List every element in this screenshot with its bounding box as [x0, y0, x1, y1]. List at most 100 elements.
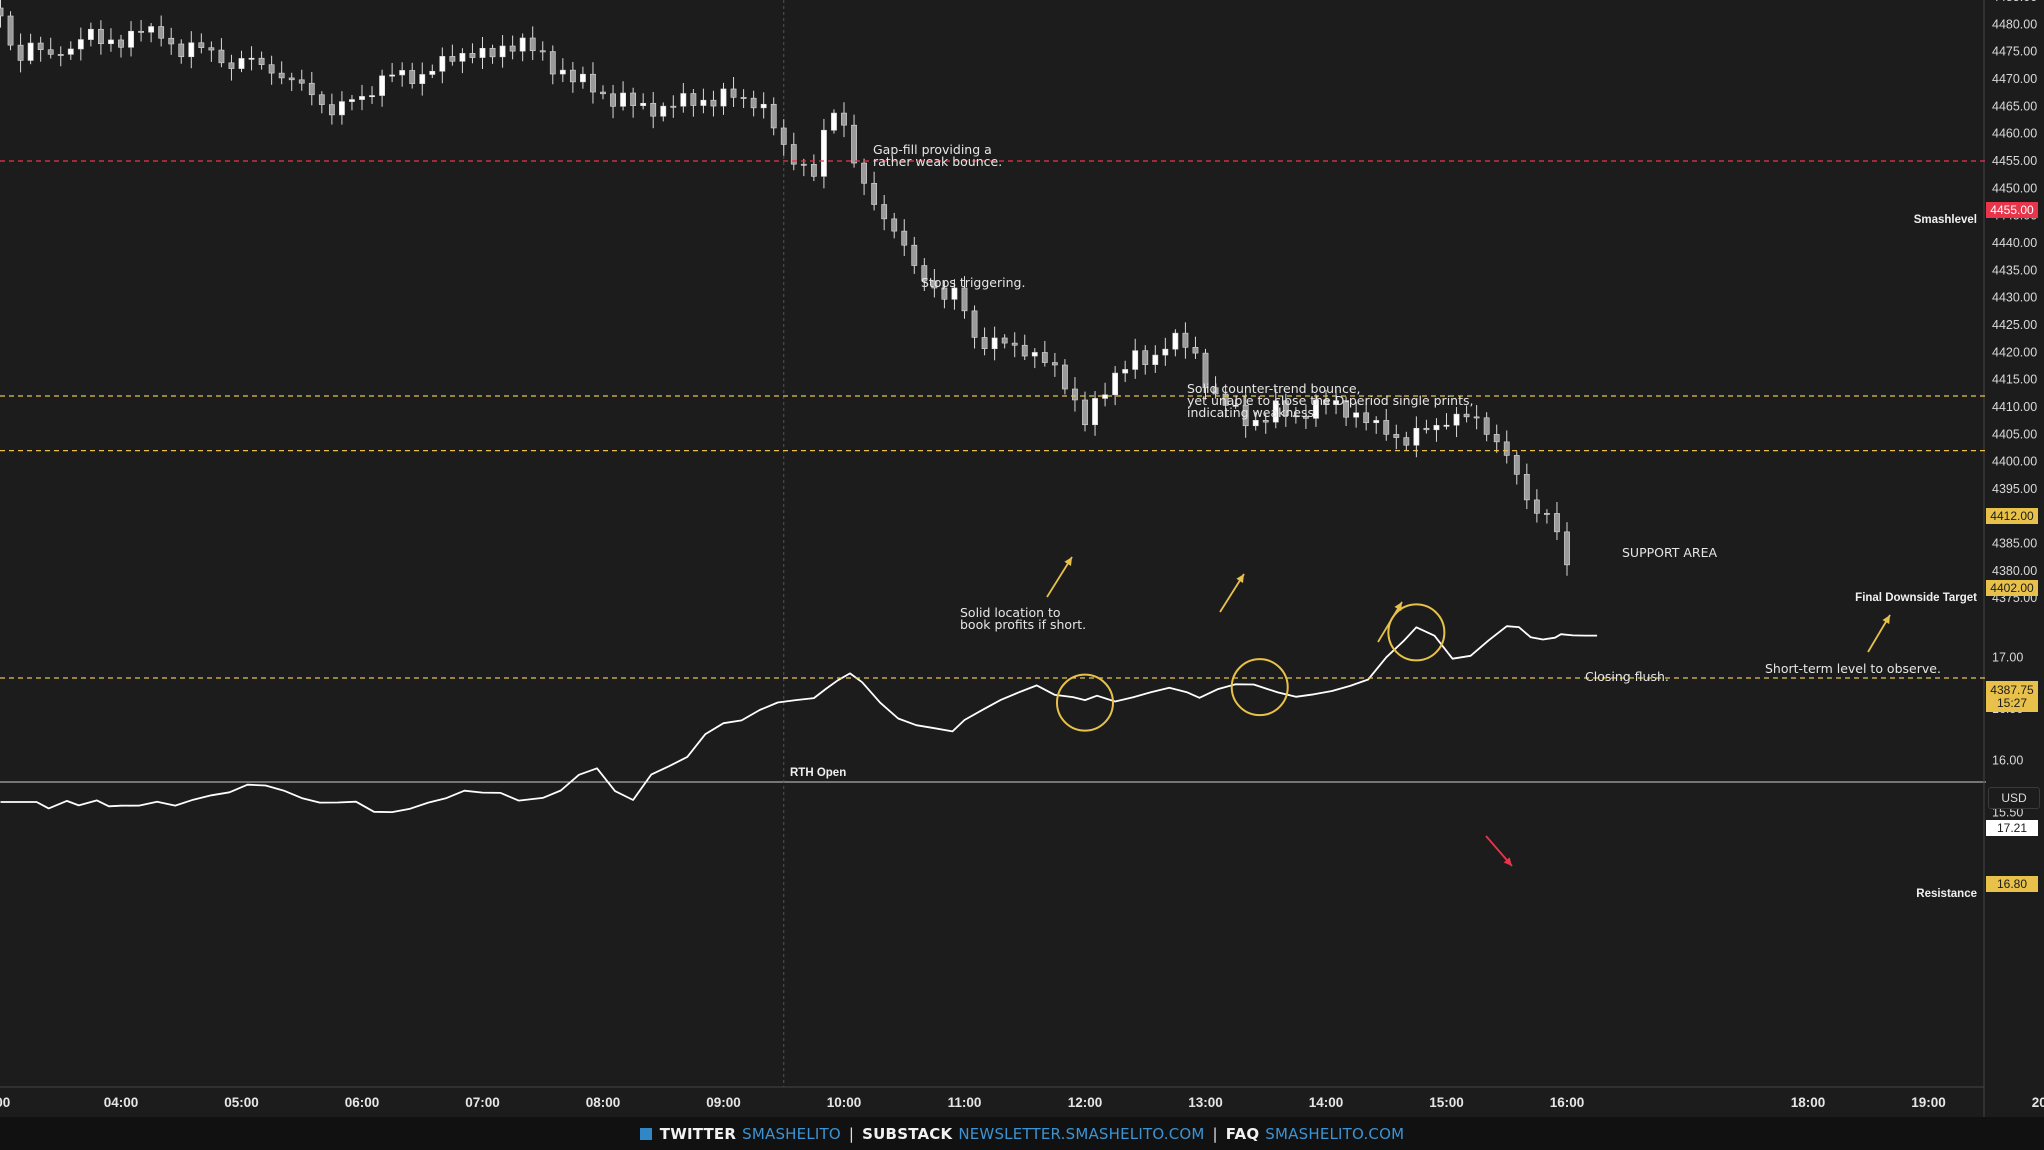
candle-down [1363, 412, 1370, 424]
candle-down [1383, 420, 1390, 435]
candle-up [379, 75, 385, 96]
candle-up [700, 99, 707, 106]
time-tick-label: 11:00 [948, 1095, 982, 1110]
candle-up [339, 101, 345, 116]
candle-down [1062, 364, 1068, 390]
candle-down [881, 204, 888, 220]
candle-down [1483, 417, 1490, 435]
candle-down [800, 163, 807, 166]
time-tick-label: 04:00 [104, 1095, 139, 1110]
candle-up [1102, 394, 1108, 399]
candle-up [1333, 400, 1339, 405]
candle-up [27, 42, 34, 61]
candle-up [559, 69, 566, 75]
candle-up [1152, 354, 1159, 365]
candle-down [1473, 416, 1480, 419]
candle-up [1433, 425, 1440, 431]
indicator-tick-label: 17.00 [1992, 650, 2023, 664]
candle-up [1031, 352, 1038, 357]
peak-circle [1230, 658, 1289, 717]
candle-down [1051, 362, 1058, 366]
candle-down [1323, 399, 1329, 405]
svg-text:4412.00: 4412.00 [1990, 509, 2034, 523]
candle-down [1403, 437, 1410, 446]
candle-down [1182, 332, 1189, 348]
candle-down [298, 79, 305, 84]
candle-down [730, 88, 737, 98]
candle-down [770, 103, 777, 129]
candle-down [1393, 434, 1400, 438]
price-tick-label: 4480.00 [1992, 17, 2037, 31]
candle-up [519, 37, 526, 52]
candle-down [1021, 344, 1028, 357]
candle-up [660, 105, 667, 117]
annotation-gap-fill-line1: Gap-fill providing a [873, 142, 992, 157]
time-tick-label: 14:00 [1309, 1095, 1344, 1110]
brand-square-icon [639, 1127, 652, 1140]
time-tick-label: 13:00 [1188, 1095, 1223, 1110]
arrow-up-1-head [1064, 557, 1072, 566]
candle-up [389, 74, 396, 77]
candle-up [128, 30, 134, 48]
badge-smashlevel: 4455.00 [1986, 202, 2038, 218]
time-tick-label: 16:00 [1550, 1095, 1585, 1110]
candle-down [630, 92, 637, 106]
candle-down [780, 127, 787, 145]
substack-link[interactable]: NEWSLETTER.SMASHELITO.COM [958, 1124, 1205, 1143]
time-tick-label: 18:00 [1791, 1095, 1826, 1110]
candle-down [981, 337, 988, 350]
annotation-gap-fill: Gap-fill providing a rather weak bounce. [873, 142, 1002, 169]
candle-up [680, 93, 687, 107]
price-tick-label: 4405.00 [1992, 427, 2037, 441]
candle-up [369, 95, 375, 98]
candle-down [529, 37, 536, 52]
candle-down [489, 47, 496, 58]
candle-up [720, 88, 727, 107]
candle-up [399, 70, 406, 76]
arrow-up-3-head [1394, 602, 1402, 611]
candle-down [158, 26, 165, 39]
candle-down [740, 97, 747, 99]
faq-link[interactable]: SMASHELITO.COM [1265, 1124, 1405, 1143]
annotation-stops: Stops triggering. [921, 275, 1025, 290]
currency-selector[interactable]: USD [1988, 787, 2040, 809]
arrow-up-target-head [1882, 615, 1890, 624]
candle-down [1142, 350, 1149, 365]
candle-up [821, 129, 827, 177]
candle-down [7, 15, 14, 46]
price-and-indicator-chart[interactable]: 4375.004380.004385.004390.004395.004400.… [0, 0, 2044, 1117]
candle-up [1122, 369, 1129, 374]
candle-down [1011, 342, 1018, 346]
indicator-tick-label: 16.00 [1992, 754, 2023, 768]
candle-down [0, 7, 4, 17]
substack-label: SUBSTACK [862, 1124, 953, 1143]
candle-down [98, 28, 104, 45]
candle-down [861, 162, 867, 184]
candle-up [991, 337, 998, 350]
price-tick-label: 4455.00 [1992, 154, 2037, 168]
annotation-support-area: SUPPORT AREA [1622, 545, 1718, 560]
twitter-handle-link[interactable]: SMASHELITO [742, 1124, 841, 1143]
svg-text:4455.00: 4455.00 [1990, 203, 2034, 217]
annotation-book-profits: Solid location to book profits if short. [960, 605, 1086, 632]
candle-up [459, 53, 466, 62]
time-tick-label: 15:00 [1429, 1095, 1464, 1110]
candle-up [499, 45, 506, 58]
candle-down [1493, 434, 1500, 443]
candle-down [1544, 512, 1550, 515]
price-tick-label: 4380.00 [1992, 564, 2037, 578]
footer-separator: | [1212, 1124, 1218, 1143]
arrow-up-2-head [1236, 574, 1244, 583]
time-tick-label: 20:00 [2032, 1095, 2044, 1110]
svg-text:4402.00: 4402.00 [1990, 581, 2034, 595]
candle-down [17, 44, 24, 61]
resistance-label: Resistance [1916, 888, 1977, 900]
candle-down [851, 124, 857, 164]
candle-down [168, 37, 175, 45]
svg-text:17.21: 17.21 [1997, 821, 2027, 835]
candle-down [1041, 352, 1048, 363]
candlestick-series [0, 0, 1570, 576]
time-tick-label: 05:00 [224, 1095, 259, 1110]
candle-down [931, 280, 938, 289]
candle-down [1503, 441, 1510, 456]
